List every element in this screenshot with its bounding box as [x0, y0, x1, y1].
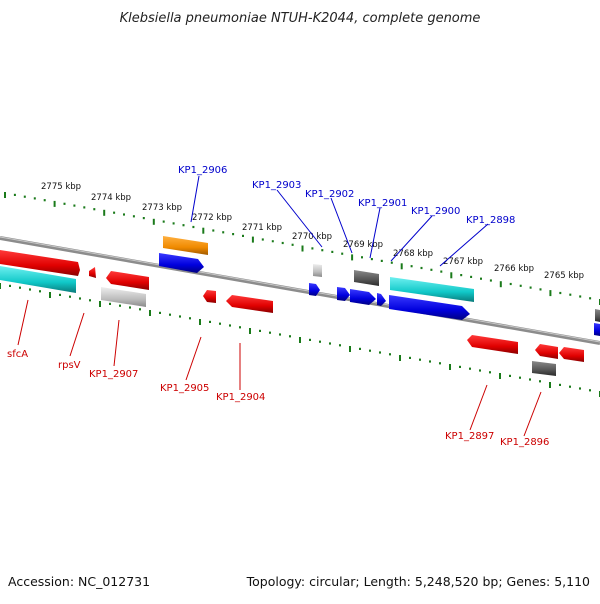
gene-kp1-2901[interactable] [350, 289, 376, 305]
gene-cyan-left[interactable] [0, 266, 76, 293]
gene-blue-arrow-4[interactable] [377, 293, 386, 306]
leader-lines-top [190, 175, 489, 267]
kbp-label-2771: 2771 kbp [242, 223, 282, 233]
lower-scale-ticks [0, 283, 600, 397]
gene-blue-arrow-2[interactable] [309, 283, 320, 296]
label-kp1-2897[interactable]: KP1_2897 [445, 431, 494, 442]
label-sfca[interactable]: sfcA [7, 349, 28, 360]
kbp-label-2769: 2769 kbp [343, 240, 383, 250]
map-title: Klebsiella pneumoniae NTUH-K2044, comple… [120, 11, 481, 26]
gene-kp1-2903[interactable] [313, 264, 322, 277]
kbp-label-2773: 2773 kbp [142, 203, 182, 213]
genes-left [0, 250, 149, 307]
gene-blue-arrow-3[interactable] [337, 287, 350, 301]
kbp-label-2765: 2765 kbp [544, 271, 584, 281]
gene-kp1-2897[interactable] [467, 335, 518, 354]
gene-blue-right[interactable] [594, 323, 600, 336]
genes-plus-strand-inner [309, 283, 600, 336]
kbp-label-2770: 2770 kbp [292, 232, 332, 242]
gene-kp1-2907[interactable] [101, 287, 146, 307]
kbp-label-2767: 2767 kbp [443, 257, 483, 267]
gene-kp1-2898[interactable] [389, 295, 470, 320]
label-kp1-2901[interactable]: KP1_2901 [358, 198, 407, 209]
label-kp1-2905[interactable]: KP1_2905 [160, 383, 209, 394]
label-kp1-2896[interactable]: KP1_2896 [500, 437, 549, 448]
upper-scale-ticks [4, 192, 600, 305]
label-kp1-2907[interactable]: KP1_2907 [89, 369, 138, 380]
gene-gray-right[interactable] [595, 309, 600, 322]
genome-summary-text: Topology: circular; Length: 5,248,520 bp… [246, 574, 590, 589]
scale-labels: 2775 kbp 2774 kbp 2773 kbp 2772 kbp 2771… [41, 182, 584, 281]
label-kp1-2904[interactable]: KP1_2904 [216, 392, 265, 403]
kbp-label-2774: 2774 kbp [91, 193, 131, 203]
gene-blue-arrow-1[interactable] [159, 253, 204, 273]
label-kp1-2906[interactable]: KP1_2906 [178, 165, 227, 176]
kbp-label-2766: 2766 kbp [494, 264, 534, 274]
genes-minus-strand [203, 290, 584, 376]
genome-backbone-highlight [0, 236, 600, 343]
kbp-label-2772: 2772 kbp [192, 213, 232, 223]
genes-plus-strand [159, 236, 600, 322]
gene-kp1-2905[interactable] [203, 290, 216, 303]
kbp-label-2775: 2775 kbp [41, 182, 81, 192]
gene-red-small-right[interactable] [535, 344, 558, 359]
label-kp1-2903[interactable]: KP1_2903 [252, 180, 301, 191]
gene-kp1-2902[interactable] [354, 270, 379, 286]
leader-lines-bottom [17, 299, 542, 437]
genome-backbone [0, 236, 600, 345]
label-kp1-2898[interactable]: KP1_2898 [466, 215, 515, 226]
gene-labels-bottom: sfcA rpsV KP1_2907 KP1_2905 KP1_2904 KP1… [7, 349, 549, 448]
gene-kp1-2900[interactable] [390, 277, 474, 302]
accession-text: Accession: NC_012731 [8, 574, 150, 589]
label-rpsv[interactable]: rpsV [58, 360, 81, 371]
label-kp1-2900[interactable]: KP1_2900 [411, 206, 460, 217]
gene-rpsv[interactable] [89, 267, 96, 278]
gene-red-right-2[interactable] [559, 347, 584, 362]
gene-kp1-2904[interactable] [226, 295, 273, 313]
gene-kp1-2896[interactable] [532, 361, 556, 376]
gene-red-arrow-1[interactable] [106, 271, 149, 290]
gene-labels-top: KP1_2906 KP1_2903 KP1_2902 KP1_2901 KP1_… [178, 165, 515, 226]
gene-sfca[interactable] [0, 250, 80, 276]
gene-kp1-2906[interactable] [163, 236, 208, 255]
kbp-label-2768: 2768 kbp [393, 249, 433, 259]
label-kp1-2902[interactable]: KP1_2902 [305, 189, 354, 200]
